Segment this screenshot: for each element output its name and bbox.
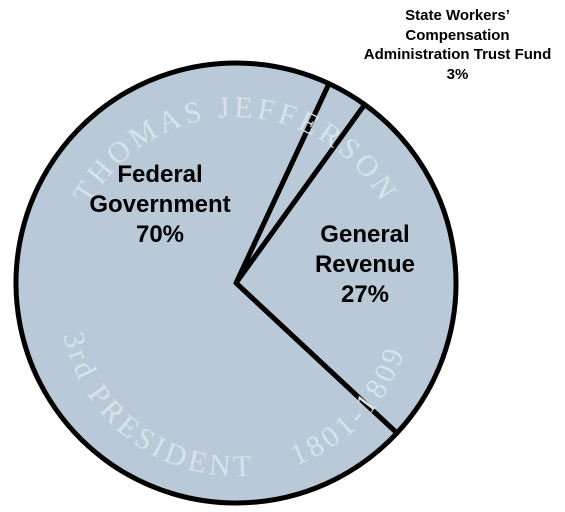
- slice-label: Federal Government 70%: [70, 160, 250, 250]
- pie-slice: [233, 102, 459, 436]
- category-label: State Workers’ Compensation Administrati…: [363, 7, 552, 63]
- value-label: 27%: [340, 281, 390, 308]
- value-label: 3%: [446, 65, 469, 83]
- value-label: 70%: [135, 221, 185, 248]
- slice-label: State Workers’ Compensation Administrati…: [355, 6, 560, 84]
- category-label: General Revenue: [314, 221, 416, 278]
- label-box: General Revenue 27%: [300, 220, 430, 310]
- label-box: Federal Government 70%: [70, 160, 250, 250]
- label-box: State Workers’ Compensation Administrati…: [355, 6, 560, 84]
- category-label: Federal Government: [89, 161, 231, 218]
- pie-slice: [13, 60, 400, 506]
- slice-label: General Revenue 27%: [300, 220, 430, 310]
